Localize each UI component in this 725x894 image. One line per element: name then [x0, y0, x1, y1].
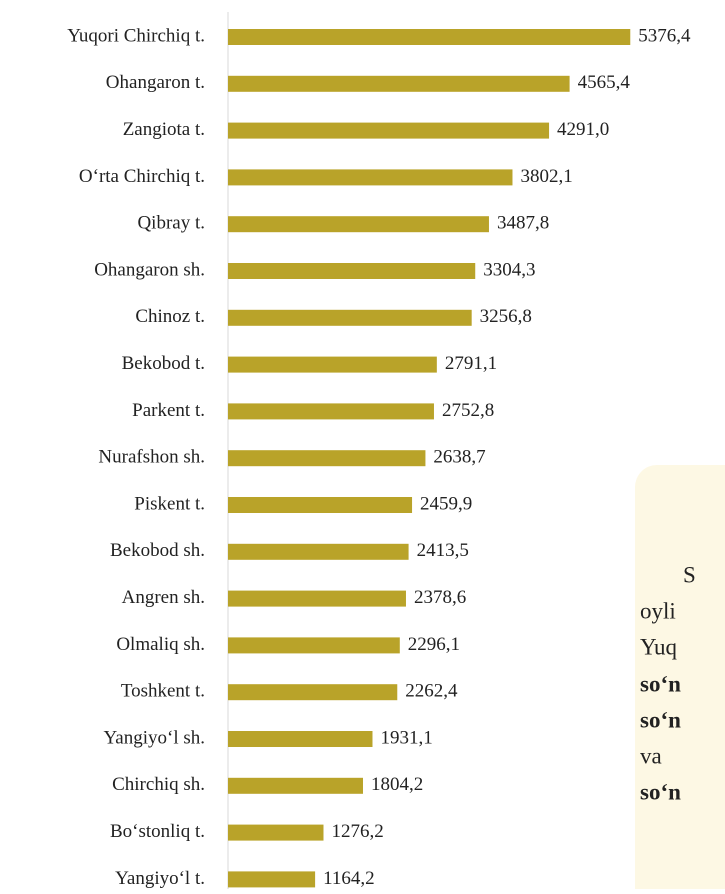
value-label: 4565,4 [578, 72, 631, 93]
bar [228, 403, 434, 420]
value-label: 2296,1 [408, 634, 460, 655]
text-box [635, 465, 725, 894]
category-label: Yuqori Chirchiq t. [67, 25, 205, 46]
bar [228, 637, 400, 654]
category-label: Yangiyo‘l sh. [103, 727, 205, 748]
category-label: Chinoz t. [135, 306, 205, 327]
value-label: 3304,3 [483, 259, 535, 280]
category-label: Bo‘stonliq t. [110, 821, 205, 842]
category-label: Bekobod t. [122, 353, 205, 374]
value-label: 2791,1 [445, 353, 497, 374]
bar [228, 216, 489, 233]
bar [228, 29, 631, 45]
category-label: Olmaliq sh. [116, 634, 205, 655]
value-label: 1931,1 [380, 727, 432, 748]
bar [228, 122, 550, 139]
category-label: O‘rta Chirchiq t. [79, 166, 205, 187]
bar [228, 777, 363, 794]
value-label: 4291,0 [557, 119, 609, 140]
note-text: oyli [640, 598, 676, 623]
bar [228, 169, 513, 186]
bar [228, 497, 413, 513]
bar [228, 731, 373, 747]
category-label: Angren sh. [122, 587, 205, 608]
value-label: 2262,4 [405, 681, 458, 702]
note-text: Yuq [640, 634, 678, 659]
value-label: 1164,2 [323, 868, 375, 889]
category-label: Parkent t. [132, 400, 205, 421]
bar [228, 450, 426, 467]
note-text: va [640, 743, 662, 768]
value-label: 2378,6 [414, 587, 466, 608]
note-text: so‘n [640, 779, 681, 804]
category-label: Chirchiq sh. [112, 774, 205, 795]
value-label: 3802,1 [520, 166, 572, 187]
value-label: 1276,2 [331, 821, 383, 842]
category-label: Toshkent t. [121, 681, 205, 702]
bar [228, 309, 472, 326]
value-label: 2459,9 [420, 493, 472, 514]
note-text: S [683, 562, 696, 587]
bar [228, 75, 570, 92]
bar [228, 590, 406, 607]
category-label: Nurafshon sh. [98, 447, 205, 468]
bar [228, 871, 316, 888]
value-label: 2752,8 [442, 400, 494, 421]
bar [228, 824, 324, 841]
category-label: Zangiota t. [123, 119, 205, 140]
bar [228, 263, 476, 279]
bar [228, 356, 437, 373]
category-label: Yangiyo‘l t. [115, 868, 205, 889]
value-label: 5376,4 [638, 25, 691, 46]
note-text: so‘n [640, 671, 681, 696]
bar [228, 543, 409, 560]
category-label: Bekobod sh. [110, 540, 205, 561]
value-label: 2638,7 [433, 447, 485, 468]
category-label: Qibray t. [137, 213, 205, 234]
note-text: so‘n [640, 707, 681, 732]
value-label: 1804,2 [371, 774, 423, 795]
category-label: Piskent t. [134, 493, 205, 514]
category-label: Ohangaron t. [106, 72, 205, 93]
bar [228, 684, 398, 701]
value-label: 2413,5 [417, 540, 469, 561]
value-label: 3487,8 [497, 213, 549, 234]
category-label: Ohangaron sh. [94, 259, 205, 280]
value-label: 3256,8 [480, 306, 532, 327]
